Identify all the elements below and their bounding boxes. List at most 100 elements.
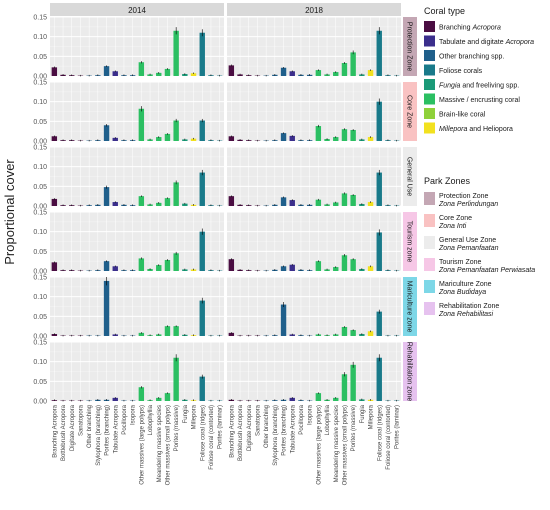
bar (315, 70, 322, 76)
x-tick-label: Stylophora (branching) (96, 405, 102, 466)
coral-legend-label: Massive / encrusting coral (439, 97, 520, 104)
bar (112, 71, 118, 76)
coral-legend-title: Coral type (424, 6, 465, 16)
bar (199, 172, 205, 206)
bar (280, 304, 287, 336)
y-tick-label: 0.10 (33, 229, 47, 236)
bar (112, 266, 118, 271)
bar (199, 300, 205, 336)
bar (138, 258, 145, 271)
bar (199, 32, 205, 76)
y-tick-label: 0.00 (33, 139, 47, 146)
bar (341, 129, 348, 141)
x-tick-label: Bottlebrush Acropora (238, 404, 244, 461)
x-tick-label: Other branching (264, 405, 270, 448)
bar (289, 200, 295, 206)
x-tick-label: Sanatopora (78, 404, 84, 436)
bar (350, 330, 356, 336)
x-tick-label: Porites (laminar) (218, 405, 224, 449)
x-tick-label: Lobophyllia (325, 404, 331, 435)
bar (138, 196, 145, 206)
bar (376, 311, 382, 336)
x-tick-label: Fungia (360, 404, 366, 423)
x-tick-label: Porites (branching) (105, 405, 111, 456)
bar (164, 259, 171, 271)
y-tick-label: 0.10 (33, 359, 47, 366)
bar (156, 137, 162, 141)
zone-legend-local-name: Zona Pemanfaatan (438, 245, 499, 252)
bar (103, 125, 110, 141)
zone-legend-swatch (424, 280, 435, 293)
x-tick-label: Stylophora (branching) (273, 405, 279, 466)
bar (289, 71, 295, 76)
bar (359, 269, 365, 271)
bar (359, 334, 365, 336)
zone-strip-label: Tourism zone (406, 221, 413, 263)
x-tick-label: Pocillopora (122, 404, 128, 434)
bar (280, 67, 287, 76)
zone-legend-swatch (424, 236, 435, 249)
bar (199, 376, 205, 401)
y-tick-label: 0.10 (33, 99, 47, 106)
coral-legend-label: Other branching spp. (439, 54, 504, 61)
zone-legend-label: General Use Zone (439, 237, 496, 244)
bar (164, 326, 171, 336)
zone-strip-label: Rehabilitation zone (406, 342, 413, 402)
coral-legend-label: Fungia and freeliving spp. (439, 83, 519, 90)
zone-legend-local-name: Zona Budidaya (438, 289, 486, 296)
x-tick-label: Digitate Acropora (70, 404, 76, 451)
y-tick-label: 0.05 (33, 379, 47, 386)
x-tick-label: Bottlebrush Acropora (61, 404, 67, 461)
bar (280, 197, 287, 206)
zone-strip (403, 147, 417, 206)
bar (190, 73, 197, 76)
bar (333, 267, 339, 271)
x-tick-label: Foliose coral (ridges) (377, 405, 383, 461)
x-tick-label: Foliose coral (ridges) (200, 405, 206, 461)
coral-legend-swatch (424, 79, 435, 90)
zone-legend-local-name: Zona Inti (438, 223, 467, 230)
x-tick-label: Lobophyllia (148, 404, 154, 435)
bar (182, 203, 188, 206)
bar (341, 326, 348, 336)
x-tick-label: Branching Acropora (229, 404, 235, 457)
bar (341, 63, 348, 76)
year-strip (50, 3, 224, 16)
x-tick-label: Sanatopora (255, 404, 261, 436)
coral-legend-label: Millepora and Heliopora (439, 126, 513, 133)
bar (333, 202, 339, 206)
bar (280, 266, 287, 271)
bar (376, 357, 382, 401)
bar (228, 332, 235, 336)
y-axis-label: Proportional cover (2, 159, 17, 265)
y-tick-label: 0.05 (33, 314, 47, 321)
year-label: 2018 (305, 6, 323, 15)
bar (367, 266, 374, 271)
x-tick-label: Digitate Acropora (247, 404, 253, 451)
x-tick-label: Meandering massive species (157, 405, 163, 482)
x-tick-label: Tabulate Acropora (113, 404, 119, 453)
y-tick-label: 0.15 (33, 210, 47, 217)
coral-legend-swatch (424, 35, 435, 47)
x-tick-label: Porites (laminar) (395, 405, 401, 449)
x-tick-label: Foliose coral (contorted) (386, 405, 392, 470)
y-tick-label: 0.15 (33, 340, 47, 347)
bar (289, 264, 295, 271)
zone-legend-local-name: Zona Perlindungan (438, 201, 498, 208)
bar (228, 196, 235, 206)
zone-strip-label: Mariculture zone (406, 281, 413, 333)
bar (138, 387, 145, 401)
y-tick-label: 0.05 (33, 184, 47, 191)
bar (103, 261, 110, 271)
bar (350, 259, 356, 271)
bar (341, 374, 348, 401)
zone-legend-swatch (424, 192, 435, 205)
bar (333, 397, 339, 401)
bar (138, 62, 145, 76)
bar (112, 397, 118, 401)
y-tick-label: 0.00 (33, 204, 47, 211)
bar (51, 262, 58, 271)
coral-legend-label: Brain-like coral (439, 112, 486, 119)
bar (103, 187, 110, 206)
